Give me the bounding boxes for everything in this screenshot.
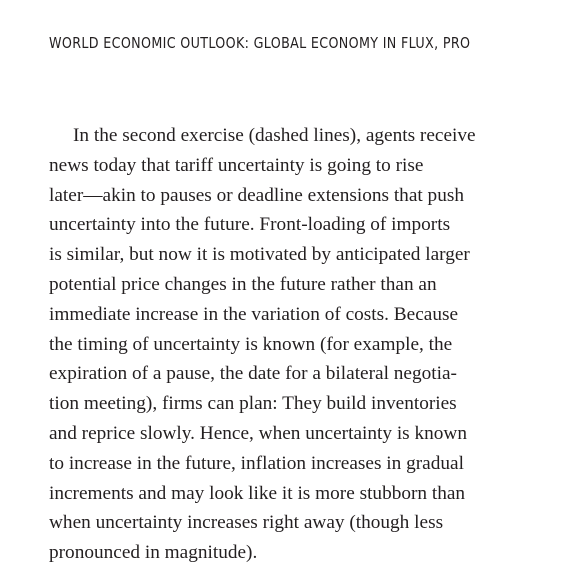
paragraph-line: immediate increase in the variation of c… <box>49 303 459 325</box>
paragraph-line: news today that tariff uncertainty is go… <box>49 154 424 176</box>
body-paragraph: In the second exercise (dashed lines), a… <box>49 121 549 568</box>
paragraph-line: is similar, but now it is motivated by a… <box>49 244 470 266</box>
paragraph-line: tion meeting), firms can plan: They buil… <box>49 393 457 415</box>
paragraph-line: In the second exercise (dashed lines), a… <box>73 125 476 146</box>
paragraph-line: and reprice slowly. Hence, when uncertai… <box>49 422 467 444</box>
paragraph-line: expiration of a pause, the date for a bi… <box>49 363 457 385</box>
paragraph-line: when uncertainty increases right away (t… <box>49 512 444 534</box>
paragraph-line: uncertainty into the future. Front-loadi… <box>49 214 451 236</box>
paragraph-line: potential price changes in the future ra… <box>49 273 437 295</box>
paragraph-line: pronounced in magnitude). <box>49 542 258 564</box>
paragraph-line: increments and may look like it is more … <box>49 482 466 504</box>
paragraph-line: the timing of uncertainty is known (for … <box>49 333 453 355</box>
running-head: WORLD ECONOMIC OUTLOOK: GLOBAL ECONOMY I… <box>49 34 471 52</box>
paragraph-line: to increase in the future, inflation inc… <box>49 452 464 474</box>
paragraph-line: later—akin to pauses or deadline extensi… <box>49 184 464 206</box>
